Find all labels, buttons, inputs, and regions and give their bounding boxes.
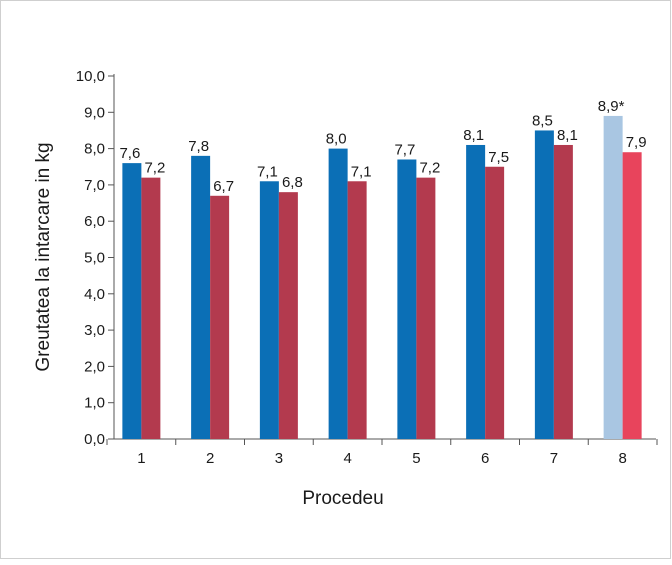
data-label: 7,1	[351, 163, 372, 180]
bar-series-2-cat-7	[553, 144, 573, 439]
data-label: 7,8	[188, 138, 209, 155]
bar-series-2-cat-6	[485, 166, 505, 439]
bar-series-1-cat-2	[191, 155, 211, 440]
x-tick-label: 1	[137, 450, 145, 467]
data-label: 7,9	[626, 134, 647, 151]
data-label: 7,5	[488, 149, 509, 166]
data-label: 7,2	[144, 160, 165, 177]
x-tick-label: 6	[481, 450, 489, 467]
x-tick-label: 7	[550, 450, 558, 467]
bars	[122, 115, 642, 440]
axes: 0,0 1,0 2,0 3,0 4,0 5,0 6,0 7,0 8,0 9,0 10,0 1 2 3 4 5 6…	[76, 68, 658, 467]
y-tick-label: 2,0	[84, 358, 105, 375]
y-tick-label: 10,0	[76, 68, 105, 85]
x-tick-label: 5	[412, 450, 420, 467]
y-tick-label: 8,0	[84, 141, 105, 158]
x-tick-label: 8	[618, 450, 626, 467]
y-tick-label: 4,0	[84, 286, 105, 303]
data-label: 8,9*	[598, 98, 625, 115]
x-axis-label: Procedeu	[302, 488, 383, 509]
bar-series-1-cat-1	[122, 163, 142, 439]
data-label: 7,7	[394, 141, 415, 158]
bar-series-1-cat-5	[397, 159, 417, 440]
data-label: 8,5	[532, 112, 553, 129]
y-tick-label: 6,0	[84, 213, 105, 230]
bar-series-1-cat-4	[328, 148, 348, 439]
bar-series-1-cat-7	[534, 130, 554, 439]
y-tick-label: 5,0	[84, 250, 105, 267]
data-label: 6,7	[213, 178, 234, 195]
data-labels: 7,67,27,86,77,16,88,07,17,77,28,17,58,58…	[119, 98, 646, 195]
bar-series-2-cat-1	[141, 177, 161, 439]
data-label: 7,2	[419, 160, 440, 177]
y-tick-label: 3,0	[84, 322, 105, 339]
x-tick-label: 3	[275, 450, 283, 467]
bar-series-2-cat-3	[278, 192, 298, 439]
y-tick-label: 0,0	[84, 431, 105, 448]
bar-series-2-cat-2	[210, 195, 230, 439]
bar-series-2-cat-5	[416, 177, 436, 439]
data-label: 8,0	[326, 131, 347, 148]
bar-series-2-cat-8	[622, 152, 642, 440]
y-axis-label: Greutatea la intarcare in kg	[33, 142, 54, 371]
bar-series-1-cat-3	[259, 181, 279, 439]
bar-series-1-cat-8	[603, 115, 623, 440]
data-label: 6,8	[282, 174, 303, 191]
y-tick-label: 7,0	[84, 177, 105, 194]
bar-series-1-cat-6	[466, 144, 486, 439]
x-tick-label: 4	[343, 450, 351, 467]
data-label: 8,1	[463, 127, 484, 144]
y-tick-label: 9,0	[84, 104, 105, 121]
data-label: 7,1	[257, 163, 278, 180]
bar-series-2-cat-4	[347, 181, 367, 439]
x-tick-label: 2	[206, 450, 214, 467]
y-tick-label: 1,0	[84, 395, 105, 412]
data-label: 7,6	[119, 145, 140, 162]
data-label: 8,1	[557, 127, 578, 144]
